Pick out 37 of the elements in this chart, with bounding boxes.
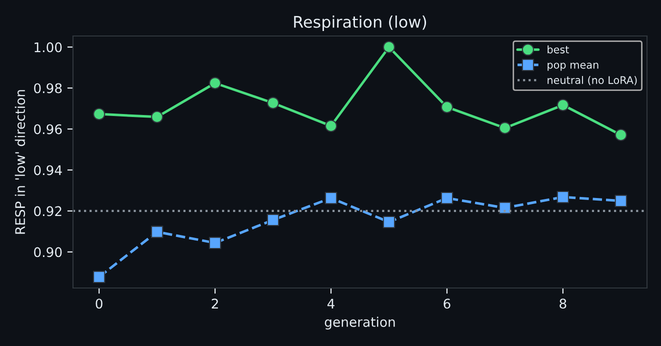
legend-label: pop mean bbox=[548, 62, 598, 71]
x-tick-label: 8 bbox=[560, 298, 566, 309]
y-tick-label: 0.90 bbox=[34, 247, 62, 258]
y-tick-label: 0.92 bbox=[34, 206, 62, 216]
chart-title: Respiration (low) bbox=[294, 16, 426, 31]
legend-label: neutral (no LoRA) bbox=[548, 76, 637, 86]
x-tick-label: 0 bbox=[96, 298, 102, 309]
point bbox=[208, 236, 222, 249]
point bbox=[324, 192, 338, 204]
point bbox=[382, 40, 396, 54]
x-axis-title: generation bbox=[324, 316, 395, 330]
point bbox=[614, 128, 627, 142]
point bbox=[266, 214, 280, 226]
x-tick-label: 2 bbox=[212, 298, 218, 308]
point bbox=[382, 216, 396, 228]
point bbox=[93, 270, 106, 284]
point bbox=[498, 202, 512, 214]
x-tick-label: 6 bbox=[444, 298, 450, 309]
y-tick-label: 0.98 bbox=[34, 83, 62, 94]
x-tick-label: 4 bbox=[327, 298, 334, 308]
point bbox=[150, 226, 164, 238]
point bbox=[440, 101, 454, 114]
point bbox=[556, 190, 570, 204]
y-tick-label: 1.00 bbox=[34, 42, 62, 52]
point bbox=[93, 108, 106, 120]
point bbox=[440, 192, 454, 204]
y-tick-label: 0.96 bbox=[34, 124, 62, 134]
y-tick-label: 0.94 bbox=[34, 165, 62, 176]
y-axis-title: RESP in 'low' direction bbox=[14, 90, 26, 234]
point bbox=[498, 122, 512, 134]
point bbox=[556, 98, 570, 112]
legend-label: best bbox=[548, 45, 569, 54]
point bbox=[614, 194, 627, 207]
point bbox=[150, 110, 164, 123]
point bbox=[266, 96, 280, 110]
point bbox=[208, 77, 222, 90]
point bbox=[324, 120, 338, 132]
